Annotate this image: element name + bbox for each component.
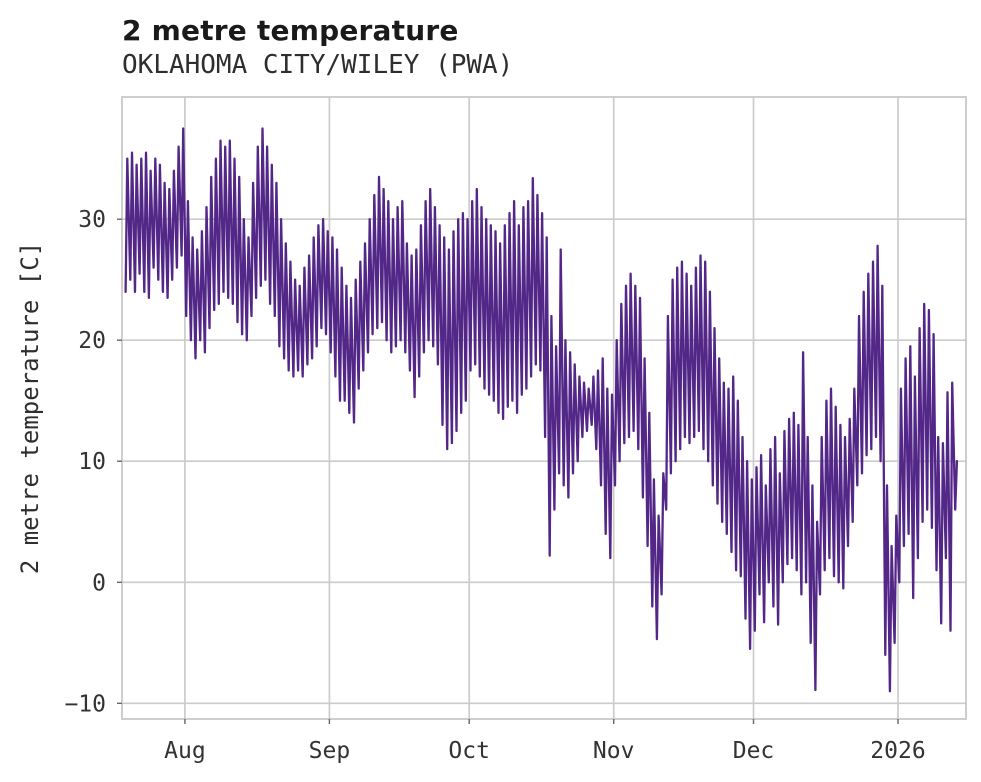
y-tick-label-30: 30 xyxy=(78,207,106,233)
y-tick-label-10: 10 xyxy=(78,449,106,475)
x-tick-label-Dec: Dec xyxy=(733,738,775,764)
y-tick-label-0: 0 xyxy=(92,570,106,596)
x-tick-label-2026: 2026 xyxy=(870,738,925,764)
y-tick-label-−10: −10 xyxy=(64,691,106,717)
plot-border xyxy=(121,96,967,720)
x-tick-label-Aug: Aug xyxy=(164,738,206,764)
x-tick-label-Oct: Oct xyxy=(448,738,490,764)
x-tick-label-Nov: Nov xyxy=(593,738,635,764)
chart-subtitle: OKLAHOMA CITY/WILEY (PWA) xyxy=(122,50,514,80)
temperature-line xyxy=(124,127,959,693)
chart-title: 2 metre temperature xyxy=(122,14,459,47)
x-tick-label-Sep: Sep xyxy=(309,738,351,764)
y-tick-label-20: 20 xyxy=(78,328,106,354)
